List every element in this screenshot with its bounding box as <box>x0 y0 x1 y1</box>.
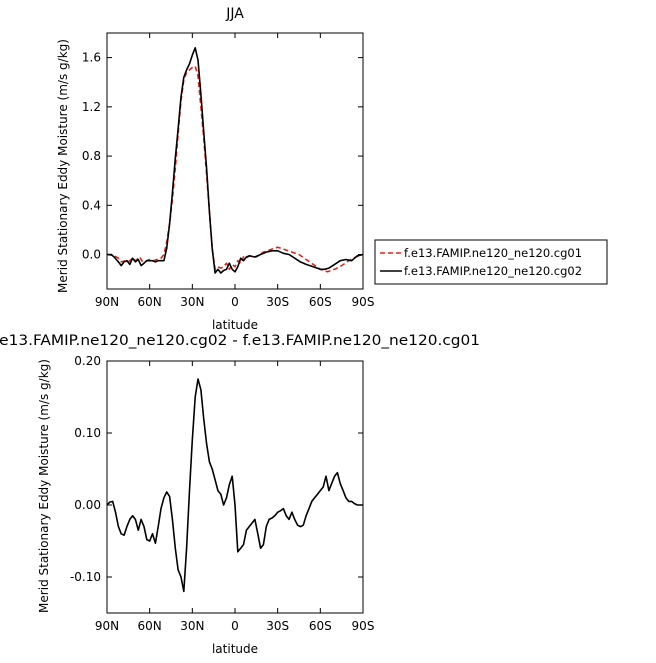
top-series-line-2 <box>107 47 364 274</box>
top-plot-xlabel: latitude <box>212 318 258 332</box>
top-x-tick-label: 0 <box>231 295 239 309</box>
bottom-plot: f.e13.FAMIP.ne120_ne120.cg02 - f.e13.FAM… <box>0 333 480 656</box>
bottom-y-tick-label: 0.10 <box>74 426 101 440</box>
top-plot-frame <box>106 32 364 290</box>
bottom-y-tick-label: 0.00 <box>74 498 101 512</box>
top-x-tick-label: 90S <box>352 295 375 309</box>
top-series-line-1 <box>106 65 364 273</box>
legend-label-cg01: f.e13.FAMIP.ne120_ne120.cg01 <box>404 246 582 260</box>
top-plot: JJA Merid Stationary Eddy Moisture (m/s … <box>56 6 374 332</box>
top-y-tick-label: 1.6 <box>82 51 101 65</box>
bottom-x-tick-label: 90S <box>352 619 375 633</box>
bottom-plot-ticks: 90N 60N 30N 0 30S 60S 90S -0.10 0.00 0.10 0.20 <box>70 354 375 633</box>
legend-label-cg02: f.e13.FAMIP.ne120_ne120.cg02 <box>404 264 582 278</box>
bottom-x-tick-label: 60S <box>309 619 332 633</box>
bottom-plot-ylabel: Merid Stationary Eddy Moisture (m/s g/kg… <box>37 359 51 613</box>
top-y-tick-label: 0.4 <box>82 198 101 212</box>
top-y-tick-label: 1.2 <box>82 100 101 114</box>
top-x-tick-label: 30S <box>266 295 289 309</box>
bottom-x-tick-label: 30N <box>180 619 204 633</box>
bottom-y-tick-label: 0.20 <box>74 354 101 368</box>
bottom-series-line-1 <box>106 378 363 593</box>
bottom-x-tick-label: 90N <box>95 619 119 633</box>
bottom-x-tick-label: 0 <box>231 619 239 633</box>
bottom-plot-frame <box>106 360 364 614</box>
bottom-y-tick-label: -0.10 <box>70 570 101 584</box>
bottom-x-tick-label: 60N <box>138 619 162 633</box>
bottom-plot-title: f.e13.FAMIP.ne120_ne120.cg02 - f.e13.FAM… <box>0 333 480 349</box>
bottom-plot-lines <box>106 378 363 593</box>
top-x-tick-label: 90N <box>95 295 119 309</box>
top-plot-lines <box>106 47 364 274</box>
bottom-x-tick-label: 30S <box>266 619 289 633</box>
top-plot-title: JJA <box>225 6 244 22</box>
top-x-tick-label: 60N <box>138 295 162 309</box>
bottom-plot-xlabel: latitude <box>212 642 258 656</box>
top-y-tick-label: 0.0 <box>82 248 101 262</box>
legend-box <box>374 239 608 285</box>
legend: f.e13.FAMIP.ne120_ne120.cg01 f.e13.FAMIP… <box>374 239 608 285</box>
top-y-tick-label: 0.8 <box>82 149 101 163</box>
top-x-tick-label: 30N <box>180 295 204 309</box>
top-x-tick-label: 60S <box>309 295 332 309</box>
top-plot-ylabel: Merid Stationary Eddy Moisture (m/s g/kg… <box>56 39 70 293</box>
top-plot-ticks: 90N 60N 30N 0 30S 60S 90S 0.0 0.4 0.8 1.2 1.6 <box>82 33 375 309</box>
